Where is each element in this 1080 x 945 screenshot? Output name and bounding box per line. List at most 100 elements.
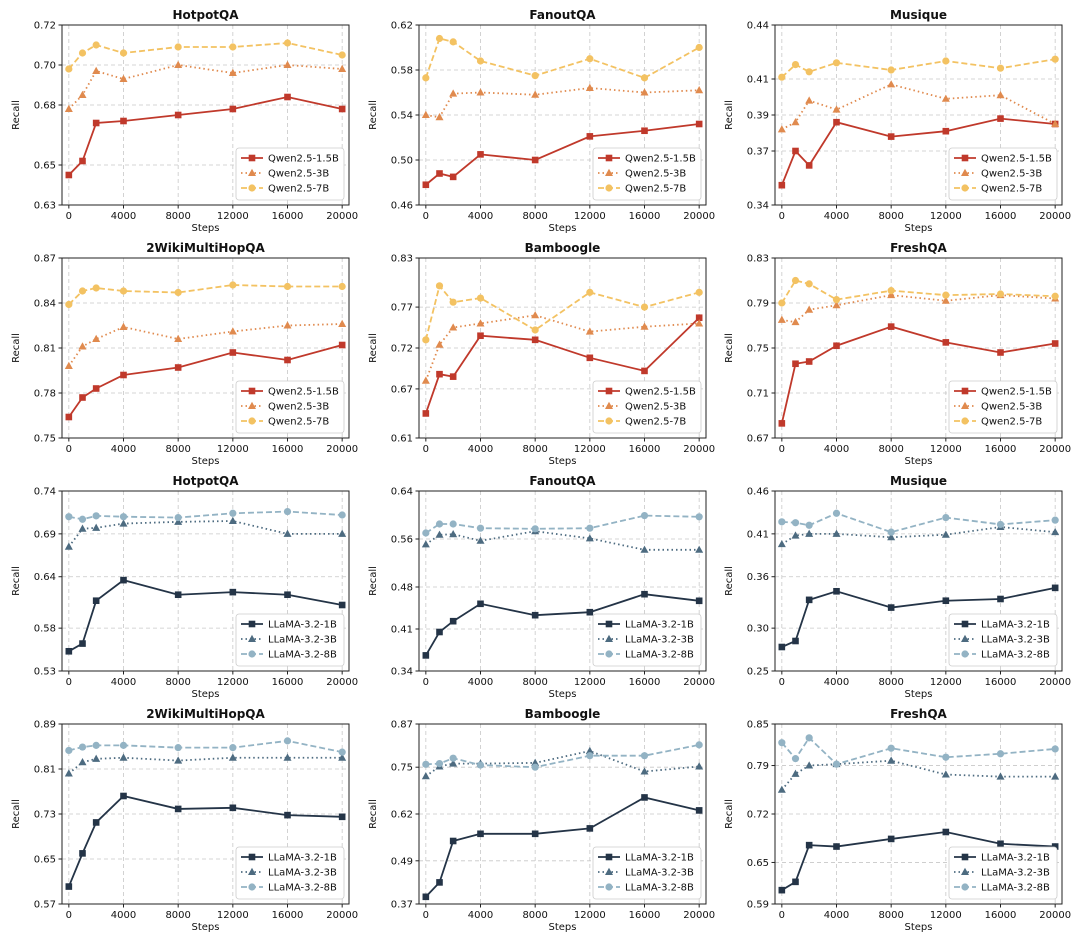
y-tick-label: 0.64 (391, 487, 413, 498)
y-tick-label: 0.74 (34, 487, 56, 498)
data-point (1051, 843, 1059, 850)
y-tick-label: 0.89 (34, 720, 56, 731)
x-axis-label: Steps (549, 922, 577, 933)
x-axis-label: Steps (192, 456, 220, 467)
x-axis-label: Steps (192, 223, 220, 234)
y-tick-label: 0.67 (391, 384, 413, 395)
chart-title: FreshQA (890, 707, 947, 721)
data-point (283, 529, 292, 537)
data-point (833, 587, 840, 595)
data-point (476, 761, 485, 769)
data-point (941, 296, 950, 304)
legend-label: Qwen2.5-3B (268, 169, 329, 180)
data-point (695, 288, 703, 296)
x-tick-label: 4000 (468, 444, 493, 455)
data-point (996, 520, 1005, 529)
series-line (781, 736, 1056, 766)
legend-label: LLaMA-3.2-8B (625, 650, 694, 661)
data-point (531, 90, 540, 98)
data-point (777, 539, 786, 548)
data-point (65, 171, 73, 179)
data-point (942, 339, 950, 346)
data-point (449, 837, 457, 845)
data-point (887, 80, 896, 88)
legend-marker (248, 867, 256, 875)
data-point (436, 170, 443, 177)
data-point (284, 811, 291, 819)
data-point (791, 61, 800, 69)
data-point (422, 181, 430, 189)
series-line (425, 750, 700, 777)
chart-panel: Bamboogle 0 4000 8000 12000 16000 20000 0.61 0.6… (368, 241, 715, 467)
data-point (174, 288, 182, 297)
x-tick-label: 8000 (165, 211, 190, 222)
axes-frame (418, 257, 707, 439)
y-tick-label: 0.65 (747, 858, 769, 869)
data-point (996, 750, 1005, 758)
data-point (92, 41, 100, 49)
y-tick-label: 0.77 (391, 303, 413, 314)
x-tick-label: 16000 (272, 444, 304, 455)
legend-marker (248, 387, 256, 395)
data-point (422, 529, 430, 537)
x-tick-label: 4000 (111, 211, 136, 222)
data-point (65, 513, 73, 521)
series-line (68, 323, 343, 367)
legend-marker (961, 650, 969, 658)
data-point (435, 282, 444, 290)
data-point (65, 300, 73, 309)
legend-box (235, 846, 345, 900)
axes-frame (61, 723, 350, 905)
data-point (477, 151, 484, 158)
x-tick-label: 0 (423, 211, 429, 222)
legend-label: Qwen2.5-3B (981, 402, 1042, 413)
series-line (781, 759, 1056, 791)
y-tick-label: 0.81 (34, 765, 56, 776)
data-point (228, 68, 237, 76)
data-point (64, 361, 73, 369)
legend: Qwen2.5-1.5B Qwen2.5-3B Qwen2.5-7B (592, 147, 702, 201)
legend-marker (961, 184, 969, 192)
data-point (997, 349, 1004, 356)
legend-marker (961, 387, 969, 395)
data-point (338, 813, 346, 821)
x-tick-label: 0 (66, 444, 72, 455)
data-point (833, 118, 840, 126)
data-point (92, 66, 101, 74)
data-point (586, 55, 594, 63)
y-axis-label: Recall (724, 799, 735, 829)
data-point (887, 287, 895, 295)
data-point (942, 753, 950, 761)
y-tick-label: 0.63 (34, 201, 56, 212)
y-axis-label: Recall (368, 333, 379, 363)
legend-label: LLaMA-3.2-1B (625, 853, 694, 864)
y-tick-label: 0.56 (391, 535, 413, 546)
legend-label: LLaMA-3.2-8B (268, 883, 337, 894)
data-point (641, 127, 648, 135)
x-tick-label: 20000 (326, 677, 358, 688)
legend-marker (605, 634, 613, 642)
data-point (284, 93, 291, 101)
data-point (436, 370, 443, 378)
data-point (476, 536, 485, 544)
series-line (425, 514, 700, 534)
data-point (338, 105, 346, 113)
data-point (435, 113, 444, 121)
data-point (805, 358, 813, 365)
data-point (338, 511, 346, 519)
legend-box (948, 380, 1058, 434)
y-tick-label: 0.71 (747, 389, 769, 400)
legend-marker (605, 387, 613, 395)
y-tick-label: 0.87 (34, 254, 56, 265)
y-tick-label: 0.48 (391, 583, 413, 594)
data-point (422, 893, 430, 901)
data-point (119, 513, 128, 521)
data-point (174, 591, 182, 599)
chart-title: Musique (890, 8, 947, 22)
y-tick-label: 0.72 (391, 344, 413, 355)
axes-frame (774, 257, 1063, 439)
chart-title: HotpotQA (172, 474, 239, 488)
data-point (120, 117, 127, 125)
x-tick-label: 8000 (165, 677, 190, 688)
legend-marker (605, 853, 613, 861)
